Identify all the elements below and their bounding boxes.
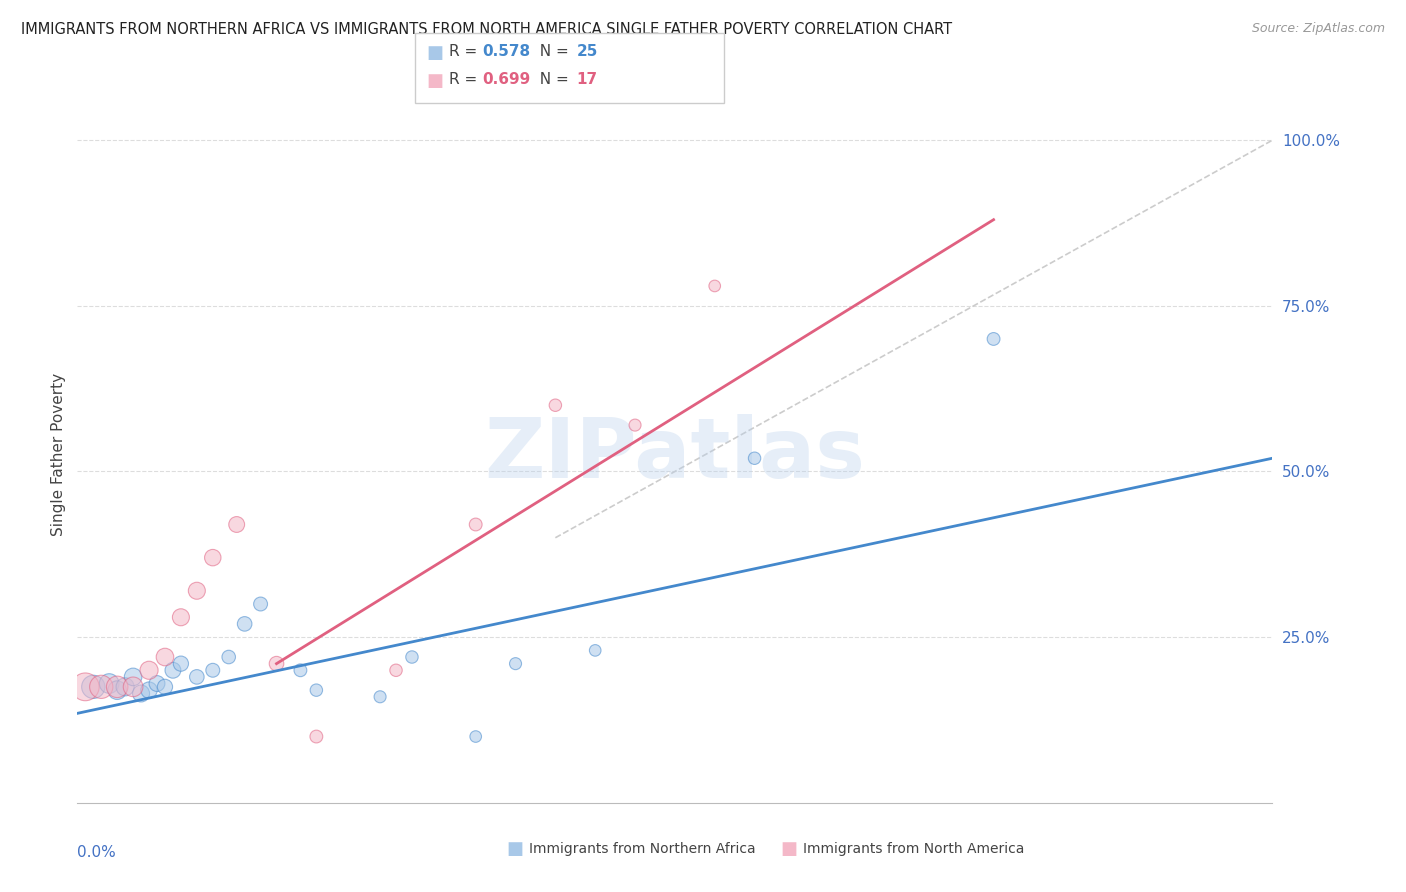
Point [305,730,328,744]
Point [105,680,128,694]
Point [153,680,176,694]
Point [138,663,160,677]
Point [153,650,176,665]
Text: 0.0%: 0.0% [77,845,117,860]
Point [114,680,136,694]
Text: Immigrants from North America: Immigrants from North America [803,842,1024,856]
Point [105,683,128,698]
Point [138,683,160,698]
Point [385,663,408,677]
Point [146,676,169,690]
Point [583,643,606,657]
Text: Source: ZipAtlas.com: Source: ZipAtlas.com [1251,22,1385,36]
Point [186,583,208,598]
Point [122,670,145,684]
Point [233,616,256,631]
Text: ZIPatlas: ZIPatlas [485,415,865,495]
Text: ■: ■ [426,72,443,90]
Point [122,680,145,694]
Text: 0.578: 0.578 [482,44,530,59]
Point [98,676,121,690]
Point [703,279,725,293]
Text: ■: ■ [506,840,523,858]
Point [218,650,240,665]
Point [75,680,97,694]
Point [266,657,288,671]
Point [170,610,193,624]
Point [505,657,527,671]
Text: N =: N = [530,44,574,59]
Point [201,550,224,565]
Text: N =: N = [530,72,574,87]
Point [464,517,486,532]
Point [186,670,208,684]
Text: ■: ■ [426,44,443,62]
Point [544,398,567,412]
Point [249,597,271,611]
Text: ■: ■ [780,840,797,858]
Point [129,686,152,700]
Text: 25: 25 [576,44,598,59]
Point [82,680,104,694]
Point [368,690,391,704]
Point [162,663,184,677]
Point [401,650,423,665]
Point [90,680,112,694]
Text: R =: R = [449,44,482,59]
Point [744,451,766,466]
Y-axis label: Single Father Poverty: Single Father Poverty [51,374,66,536]
Point [305,683,328,698]
Point [624,418,647,433]
Text: 0.699: 0.699 [482,72,530,87]
Point [170,657,193,671]
Point [464,730,486,744]
Text: R =: R = [449,72,482,87]
Text: Immigrants from Northern Africa: Immigrants from Northern Africa [529,842,755,856]
Point [225,517,247,532]
Point [983,332,1005,346]
Text: 17: 17 [576,72,598,87]
Point [201,663,224,677]
Text: IMMIGRANTS FROM NORTHERN AFRICA VS IMMIGRANTS FROM NORTH AMERICA SINGLE FATHER P: IMMIGRANTS FROM NORTHERN AFRICA VS IMMIG… [21,22,952,37]
Point [290,663,312,677]
